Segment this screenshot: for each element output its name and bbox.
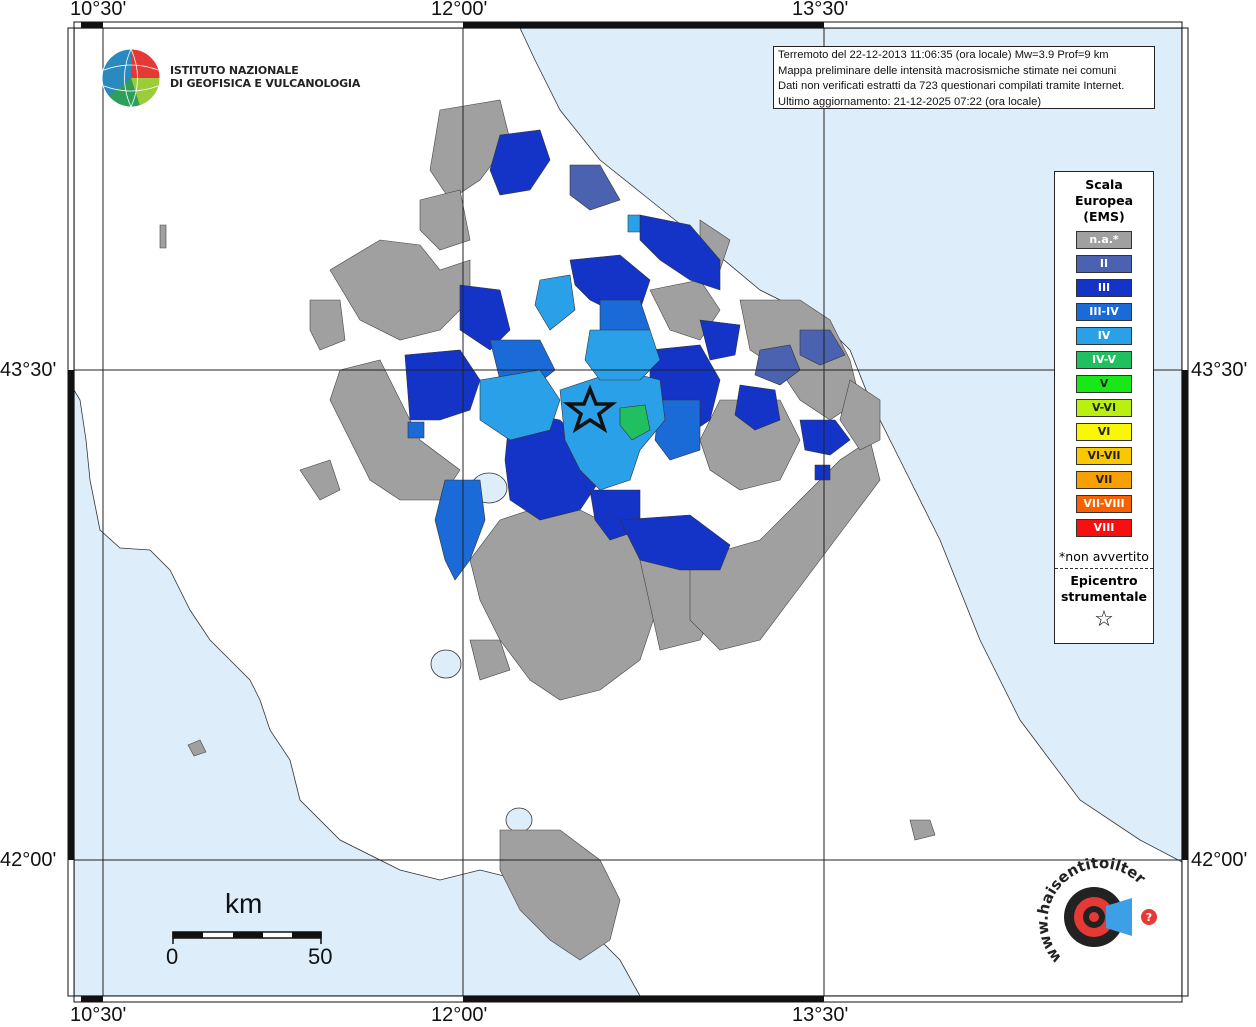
legend-epicenter-line-2: strumentale xyxy=(1060,589,1148,604)
scale-unit: km xyxy=(225,888,263,919)
lat-label-right-2: 42°00' xyxy=(1191,849,1248,871)
region-ii xyxy=(569,164,846,386)
legend-star-icon: ☆ xyxy=(1094,607,1114,632)
lon-label-top-1: 10°30' xyxy=(70,0,127,20)
lon-label-bottom-1: 10°30' xyxy=(70,1004,127,1026)
legend-title-line-3: (EMS) xyxy=(1083,209,1125,224)
legend-swatch-vvi: V-VI xyxy=(1076,399,1132,417)
scale-max-label: 50 xyxy=(308,944,333,969)
lat-label-left-2: 42°00' xyxy=(0,849,57,871)
legend-swatch-iiiiv: III-IV xyxy=(1076,303,1132,321)
scale-bar xyxy=(172,931,322,944)
legend-swatch-vii: VII xyxy=(1076,471,1132,489)
watermark-text: www.haisentitoilterremoto.it xyxy=(1030,850,1150,966)
ems-legend: Scala Europea (EMS) n.a.* II III III-IV IV IV… xyxy=(1054,171,1154,644)
legend-title-line-1: Scala xyxy=(1085,177,1123,192)
legend-title: Scala Europea (EMS) xyxy=(1055,177,1153,225)
legend-swatch-viii: VIII xyxy=(1076,519,1132,537)
svg-text:?: ? xyxy=(1146,911,1152,924)
lon-label-top-2: 12°00' xyxy=(431,0,488,20)
logo-line-2: DI GEOFISICA E VULCANOLOGIA xyxy=(170,77,361,90)
epicenter-star-icon xyxy=(562,384,618,434)
legend-title-line-2: Europea xyxy=(1074,193,1134,208)
legend-swatch-vi: VI xyxy=(1076,423,1132,441)
lake-bracciano xyxy=(505,807,533,833)
graticule xyxy=(74,28,1182,996)
lon-label-top-3: 13°30' xyxy=(792,0,849,20)
region-iv-v xyxy=(619,404,651,441)
legend-epicenter-label: Epicentro strumentale xyxy=(1055,573,1153,605)
legend-note: *non avvertito xyxy=(1059,549,1149,564)
info-line-1: Terremoto del 22-12-2013 11:06:35 (ora l… xyxy=(778,49,1109,61)
ingv-logo-icon xyxy=(101,48,161,108)
legend-epicenter-line-1: Epicentro xyxy=(1070,573,1138,588)
ingv-logo-text: ISTITUTO NAZIONALE DI GEOFISICA E VULCAN… xyxy=(170,64,360,90)
map-frame xyxy=(67,21,1189,1003)
info-line-2: Mappa preliminare delle intensità macros… xyxy=(778,64,1117,77)
event-info-box: Terremoto del 22-12-2013 11:06:35 (ora l… xyxy=(773,46,1155,109)
legend-swatch-viiviii: VII-VIII xyxy=(1076,495,1132,513)
scale-min-label: 0 xyxy=(166,944,179,969)
legend-swatch-vivii: VI-VII xyxy=(1076,447,1132,465)
info-line-3: Dati non verificati estratti da 723 ques… xyxy=(778,80,1125,92)
lon-label-bottom-2: 12°00' xyxy=(431,1004,488,1026)
logo-line-1: ISTITUTO NAZIONALE xyxy=(170,64,299,77)
legend-swatch-ivv: IV-V xyxy=(1076,351,1132,369)
haisentito-watermark: www.haisentitoilterremoto.it xyxy=(1030,850,1150,966)
region-na xyxy=(159,99,936,961)
lat-label-left-1: 43°30' xyxy=(0,359,57,381)
lat-label-right-1: 43°30' xyxy=(1191,359,1248,381)
legend-swatch-iv: IV xyxy=(1076,327,1132,345)
legend-swatch-ii: II xyxy=(1076,255,1132,273)
lon-label-bottom-3: 13°30' xyxy=(792,1004,849,1026)
legend-swatch-v: V xyxy=(1076,375,1132,393)
legend-separator xyxy=(1055,568,1153,569)
info-line-4: Ultimo aggiornamento: 21-12-2025 07:22 (… xyxy=(778,95,1042,108)
haisentito-logo-icon: ? xyxy=(1064,887,1157,947)
lake-bolsena xyxy=(430,649,462,679)
legend-swatch-iii: III xyxy=(1076,279,1132,297)
legend-swatch-na: n.a.* xyxy=(1076,231,1132,249)
legend-items: n.a.* II III III-IV IV IV-V V V-VI VI VI-VII VII VI… xyxy=(1055,231,1153,537)
